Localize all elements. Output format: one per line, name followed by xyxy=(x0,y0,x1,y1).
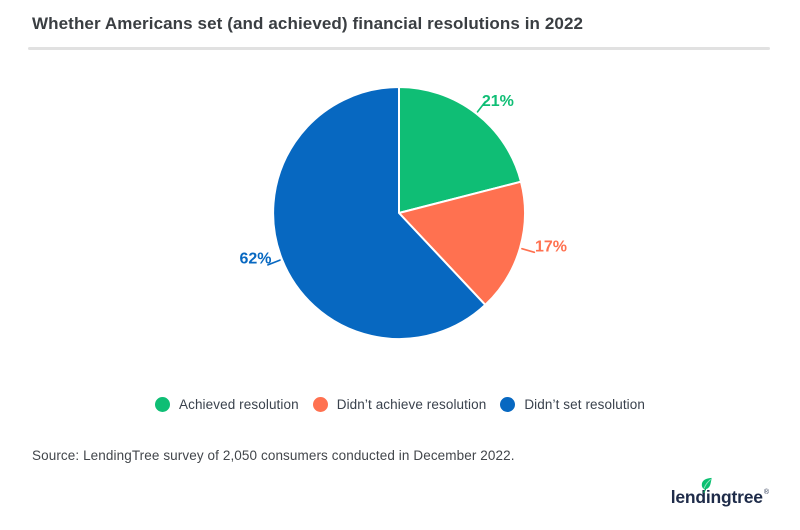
pie-label-2: 62% xyxy=(239,251,271,268)
source-note: Source: LendingTree survey of 2,050 cons… xyxy=(32,448,515,463)
pie-chart-svg: 21% 17% 62% xyxy=(239,86,567,340)
lendingtree-logo: lendingtree® xyxy=(670,477,769,513)
leaf-icon xyxy=(698,477,713,498)
legend-item-didnt-set: Didn’t set resolution xyxy=(500,397,645,412)
legend-item-didnt-achieve: Didn’t achieve resolution xyxy=(312,397,487,412)
pie-slice-1 xyxy=(398,180,526,306)
pie-leader-2 xyxy=(267,259,281,266)
pie-chart: 21% 17% 62% xyxy=(0,56,800,388)
legend-label: Didn’t set resolution xyxy=(524,397,645,412)
legend-swatch-achieved xyxy=(155,397,170,412)
legend: Achieved resolution Didn’t achieve resol… xyxy=(0,397,800,412)
legend-swatch-didnt-set xyxy=(500,397,516,412)
legend-label: Achieved resolution xyxy=(179,397,299,412)
legend-label: Didn’t achieve resolution xyxy=(336,397,487,412)
pie-slice-0 xyxy=(398,86,522,214)
pie-leader-1 xyxy=(521,247,536,254)
brand-wordmark: lendingtree xyxy=(670,487,763,507)
pie-slice-2 xyxy=(272,86,487,340)
pie-leader-0 xyxy=(476,100,487,113)
legend-swatch-didnt-achieve xyxy=(312,397,328,412)
pie-label-0: 21% xyxy=(482,93,514,110)
title-divider xyxy=(28,47,770,50)
pie-label-1: 17% xyxy=(535,238,567,255)
legend-item-achieved: Achieved resolution xyxy=(155,397,299,412)
registered-trademark: ® xyxy=(763,489,769,496)
page-title: Whether Americans set (and achieved) fin… xyxy=(32,14,584,33)
